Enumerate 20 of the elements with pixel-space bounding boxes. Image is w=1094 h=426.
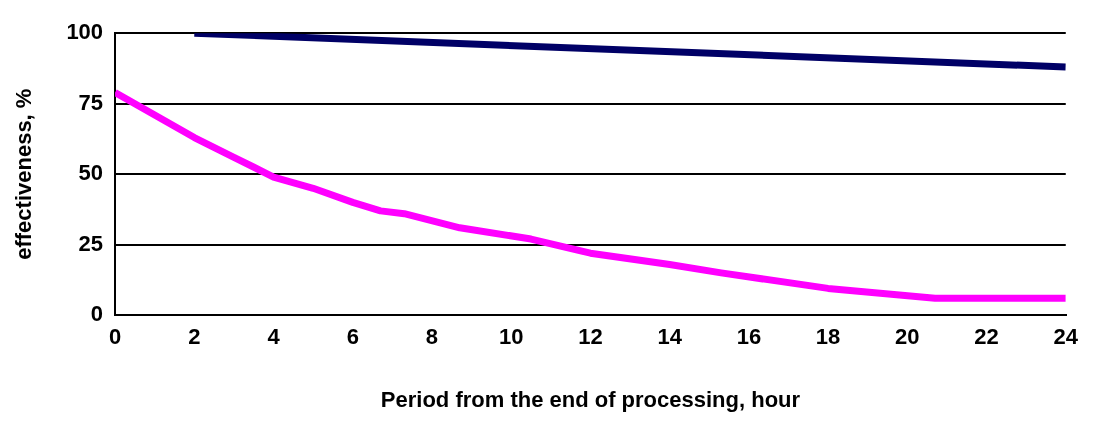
y-tick-label: 50 <box>78 160 104 186</box>
y-tick-label: 25 <box>78 230 104 256</box>
x-tick-label: 8 <box>425 324 439 350</box>
x-tick-label: 10 <box>498 324 524 350</box>
x-tick-label: 22 <box>974 324 999 350</box>
y-axis-title: effectiveness, % <box>11 88 37 260</box>
x-tick-label: 6 <box>346 324 359 350</box>
y-tick-label: 75 <box>78 89 104 115</box>
x-tick-label: 16 <box>736 324 762 350</box>
x-tick-label: 0 <box>108 324 122 350</box>
x-tick-label: 2 <box>188 324 201 350</box>
x-axis-title: Period from the end of processing, hour <box>380 386 801 412</box>
y-tick-label: 0 <box>90 301 104 327</box>
x-tick-label: 20 <box>895 324 920 350</box>
x-tick-label: 24 <box>1053 324 1079 350</box>
x-tick-label: 14 <box>657 324 683 350</box>
x-tick-label: 12 <box>578 324 603 350</box>
x-tick-label: 18 <box>815 324 841 350</box>
y-tick-label: 100 <box>66 19 104 45</box>
x-tick-label: 4 <box>267 324 281 350</box>
